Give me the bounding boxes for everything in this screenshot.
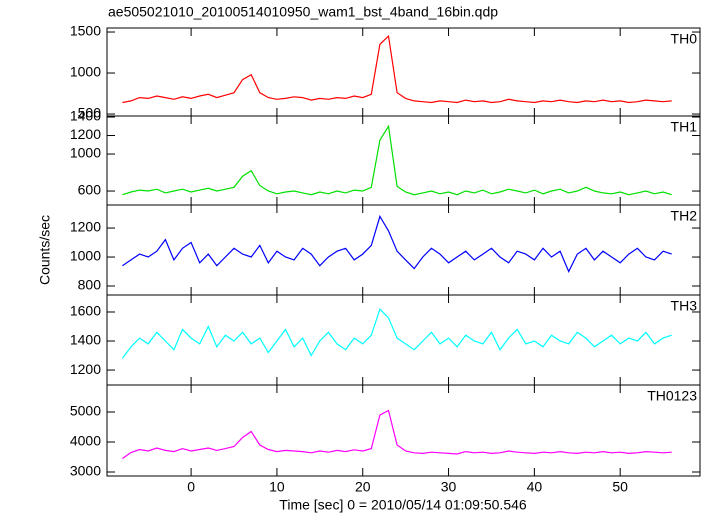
x-tick-label: 40	[527, 479, 543, 495]
panel-frame	[106, 384, 701, 477]
y-tick-label: 1500	[70, 23, 101, 39]
x-tick-label: 0	[187, 479, 195, 495]
light-curve	[121, 307, 672, 359]
x-tick-label: 50	[612, 479, 628, 495]
x-tick-label: 30	[441, 479, 457, 495]
y-tick-label: 500	[78, 105, 102, 121]
y-tick-label: 1400	[70, 108, 101, 124]
y-axis-label: Counts/sec	[37, 215, 53, 285]
panel-label: TH1	[671, 119, 698, 135]
y-tick-label: 1200	[70, 361, 101, 377]
light-curve	[122, 214, 672, 273]
x-tick-label: 10	[269, 479, 285, 495]
x-axis-label: Time [sec] 0 = 2010/05/14 01:09:50.546	[279, 497, 527, 513]
y-tick-label: 1400	[70, 332, 101, 348]
y-tick-label: 5000	[70, 403, 101, 419]
panel-frame	[106, 204, 701, 296]
panel-frame	[106, 294, 701, 386]
y-tick-label: 1600	[70, 303, 101, 319]
light-curve	[122, 409, 672, 459]
y-tick-label: 600	[78, 182, 102, 198]
y-tick-label: 1200	[70, 219, 101, 235]
panel-frame	[106, 27, 701, 117]
y-tick-label: 3000	[70, 463, 101, 479]
y-tick-label: 1200	[70, 126, 101, 142]
panel-label: TH0	[671, 31, 698, 47]
panel-label: TH2	[671, 208, 698, 224]
chart-title: ae505021010_20100514010950_wam1_bst_4ban…	[108, 4, 498, 20]
y-tick-label: 4000	[70, 433, 101, 449]
light-curve	[122, 124, 672, 196]
y-tick-label: 800	[78, 277, 102, 293]
y-tick-label: 1000	[70, 145, 101, 161]
x-tick-label: 20	[355, 479, 371, 495]
y-tick-label: 1000	[70, 64, 101, 80]
panel-frame	[106, 115, 701, 206]
panel-label: TH3	[671, 298, 698, 314]
panel-label: TH0123	[647, 388, 697, 404]
y-tick-label: 1000	[70, 248, 101, 264]
light-curve	[122, 34, 672, 104]
